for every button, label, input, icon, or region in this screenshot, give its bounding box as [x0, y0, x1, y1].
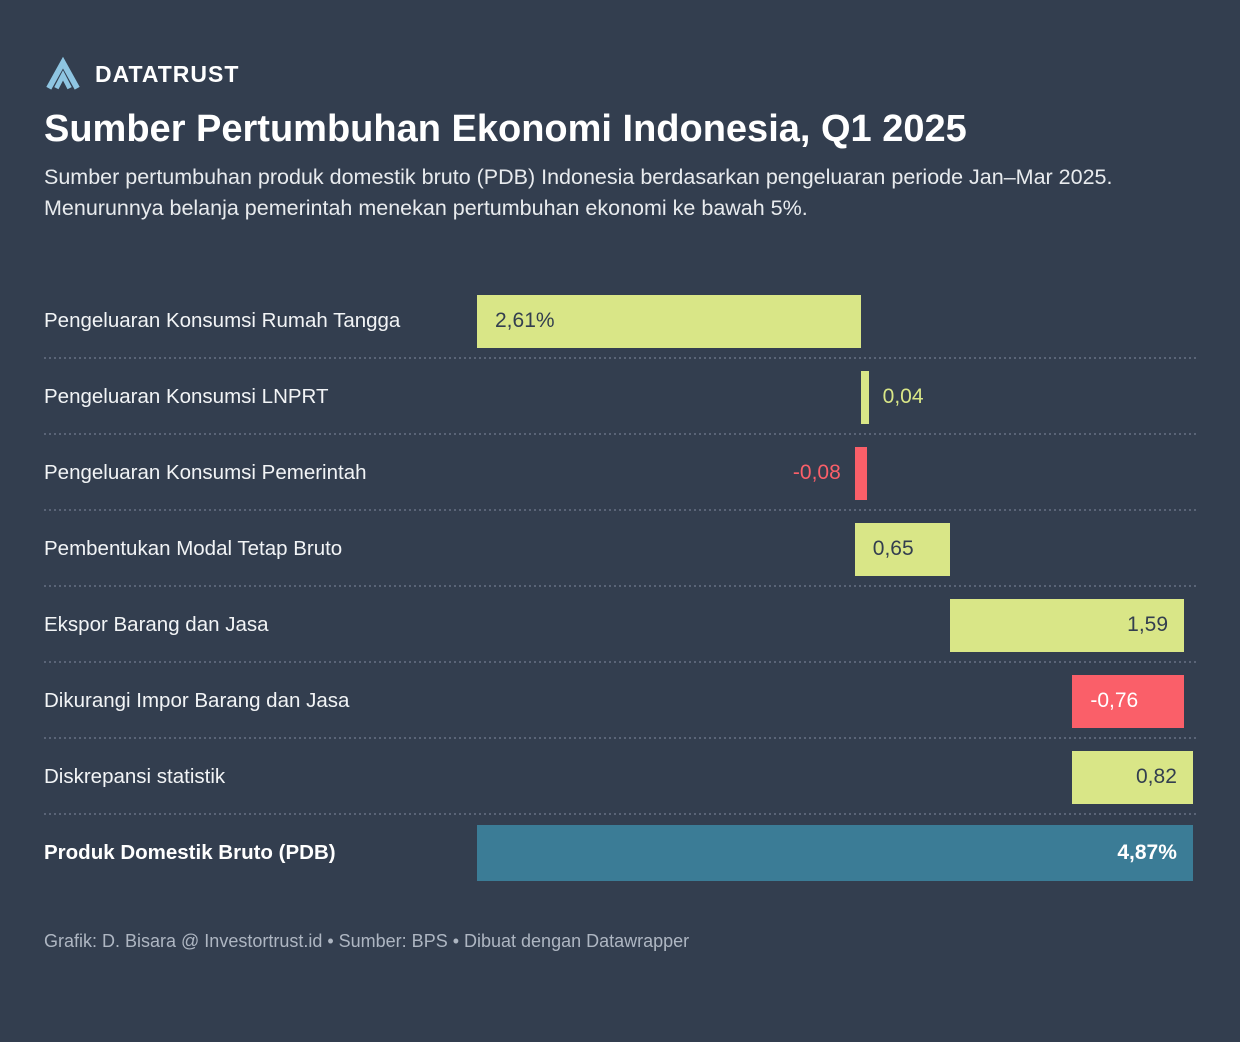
chart-row: Produk Domestik Bruto (PDB) 4,87% — [44, 815, 1196, 891]
bar-positive: 0,65 — [854, 522, 951, 576]
chart-row: Diskrepansi statistik 0,82 — [44, 739, 1196, 815]
chart-subtitle: Sumber pertumbuhan produk domestik bruto… — [44, 165, 1113, 220]
value-label: 0,82 — [1136, 765, 1177, 788]
datatrust-logo-icon — [46, 56, 80, 90]
chart-title: Sumber Pertumbuhan Ekonomi Indonesia, Q1… — [44, 108, 967, 150]
footer-credit: Grafik: D. Bisara @ Investortrust.id • S… — [44, 931, 690, 951]
brand-header: DATATRUST — [44, 56, 1196, 92]
chart-row: Pengeluaran Konsumsi LNPRT 0,04 — [44, 359, 1196, 435]
bar-total: 4,87% — [477, 825, 1193, 881]
value-label: 0,04 — [882, 385, 924, 408]
bar-negative — [854, 446, 867, 500]
category-label: Pembentukan Modal Tetap Bruto — [44, 537, 343, 560]
chart-row: Dikurangi Impor Barang dan Jasa -0,76 — [44, 663, 1196, 739]
category-label: Dikurangi Impor Barang dan Jasa — [44, 689, 350, 712]
bar-positive: 1,59 — [950, 598, 1185, 652]
category-label: Produk Domestik Bruto (PDB) — [44, 841, 336, 864]
chart-row: Ekspor Barang dan Jasa 1,59 — [44, 587, 1196, 663]
bar-positive: 2,61% — [477, 294, 861, 348]
category-label: Diskrepansi statistik — [44, 765, 226, 788]
bar-positive: 0,82 — [1072, 750, 1193, 804]
value-label: -0,76 — [1090, 689, 1139, 712]
category-label: Ekspor Barang dan Jasa — [44, 613, 269, 636]
value-label: 4,87% — [1117, 841, 1177, 864]
category-label: Pengeluaran Konsumsi Pemerintah — [44, 461, 367, 484]
value-label: -0,08 — [792, 461, 841, 484]
value-label: 1,59 — [1127, 613, 1169, 636]
chart-page: DATATRUST Sumber Pertumbuhan Ekonomi Ind… — [44, 56, 1196, 951]
value-label: 2,61% — [495, 309, 555, 332]
bar-positive — [860, 370, 869, 424]
value-label: 0,65 — [872, 537, 914, 560]
chart-row: Pengeluaran Konsumsi Pemerintah -0,08 — [44, 435, 1196, 511]
waterfall-chart: Pengeluaran Konsumsi Rumah Tangga 2,61% Pe… — [44, 283, 1196, 891]
brand-name: DATATRUST — [95, 60, 240, 87]
bar-negative: -0,76 — [1072, 674, 1185, 728]
category-label: Pengeluaran Konsumsi LNPRT — [44, 385, 329, 408]
chart-row: Pengeluaran Konsumsi Rumah Tangga 2,61% — [44, 283, 1196, 359]
category-label: Pengeluaran Konsumsi Rumah Tangga — [44, 309, 401, 332]
chart-row: Pembentukan Modal Tetap Bruto 0,65 — [44, 511, 1196, 587]
